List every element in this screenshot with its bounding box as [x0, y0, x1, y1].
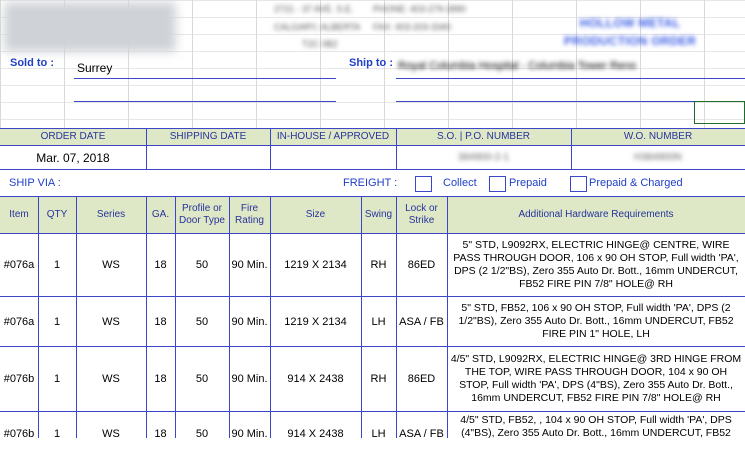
sold-to-value[interactable]: Surrey: [77, 61, 113, 75]
shipping-date-header: SHIPPING DATE: [169, 131, 247, 142]
order-info-header-row: [0, 129, 745, 145]
row-qty[interactable]: 1: [53, 428, 61, 440]
form-title-line-1: HOLLOW METAL: [579, 16, 681, 30]
row-profile[interactable]: 50: [195, 259, 209, 271]
col-size-header: Size: [305, 209, 326, 220]
row-lock[interactable]: ASA / FB: [399, 428, 444, 440]
prepaid-charged-checkbox[interactable]: [570, 176, 587, 192]
row-qty[interactable]: 1: [53, 373, 61, 385]
row-ga[interactable]: 18: [154, 428, 167, 440]
col-fire-rating-header: Fire Rating: [235, 203, 264, 226]
fax-number: FAX: 403-203-3340: [373, 22, 452, 32]
so-po-number-header: S.O. | P.O. NUMBER: [437, 131, 530, 142]
row-item[interactable]: #076b: [3, 373, 35, 385]
row-fire-rating[interactable]: 90 Min.: [231, 259, 268, 271]
wo-number-header: W.O. NUMBER: [623, 131, 693, 142]
row-item[interactable]: #076b: [3, 428, 35, 440]
row-lock[interactable]: 86ED: [407, 373, 436, 385]
ship-to-value[interactable]: Royal Columbia Hospital - Columbia Tower…: [398, 60, 637, 72]
col-lock-header: Lock or Strike: [405, 203, 438, 226]
row-item[interactable]: #076a: [3, 259, 35, 271]
form-title-line-2: PRODUCTION ORDER: [563, 34, 697, 48]
col-series-header: Series: [96, 209, 126, 220]
ship-to-label: Ship to :: [349, 57, 393, 69]
row-profile[interactable]: 50: [195, 315, 209, 328]
row-series[interactable]: WS: [102, 315, 120, 328]
row-item[interactable]: #076a: [3, 315, 35, 328]
row-series[interactable]: WS: [102, 428, 120, 440]
row-swing[interactable]: RH: [370, 373, 387, 385]
wo-number-value[interactable]: H384900N: [634, 152, 682, 163]
items-header-row: [0, 197, 745, 233]
col-swing-header: Swing: [364, 209, 393, 220]
col-hardware-header: Additional Hardware Requirements: [518, 209, 674, 220]
phone-number: PHONE: 403-279-2890: [373, 4, 467, 14]
col-qty-header: QTY: [46, 209, 68, 220]
col-profile-header: Profile or Door Type: [179, 203, 225, 226]
row-hardware[interactable]: 5" STD, FB52, 106 x 90 OH STOP, Full wid…: [458, 302, 734, 340]
row-fire-rating[interactable]: 90 Min.: [231, 373, 268, 385]
sold-to-label: Sold to :: [10, 57, 54, 69]
row-hardware[interactable]: 5" STD, L9092RX, ELECTRIC HINGE@ CENTRE,…: [453, 239, 739, 290]
row-size[interactable]: 1219 X 2134: [284, 259, 347, 271]
prepaid-option-label: Prepaid: [509, 177, 547, 189]
prepaid-charged-option-label: Prepaid & Charged: [589, 177, 683, 189]
order-date-value[interactable]: Mar. 07, 2018: [36, 150, 110, 165]
row-lock[interactable]: ASA / FB: [399, 315, 444, 328]
row-hardware[interactable]: 4/5" STD, L9092RX, ELECTRIC HINGE@ 3RD H…: [450, 353, 742, 404]
row-size[interactable]: 1219 X 2134: [284, 315, 347, 328]
row-hardware[interactable]: 4/5" STD, FB52, , 104 x 90 OH STOP, Full…: [460, 414, 732, 439]
so-po-number-value[interactable]: 384900-2-1: [457, 152, 510, 163]
company-logo: [4, 2, 176, 52]
col-ga-header: GA.: [151, 209, 170, 220]
row-size[interactable]: 914 X 2438: [287, 428, 344, 440]
collect-option-label: Collect: [443, 177, 477, 189]
ship-via-label: SHIP VIA :: [9, 177, 61, 189]
row-ga[interactable]: 18: [154, 315, 167, 328]
address-line-3: T2C 0B2: [302, 39, 338, 49]
address-line-1: 2721 - 37 AVE. S.E.: [274, 4, 354, 14]
freight-label: FREIGHT :: [343, 177, 398, 189]
row-ga[interactable]: 18: [154, 373, 167, 385]
order-date-header: ORDER DATE: [40, 131, 106, 142]
row-swing[interactable]: RH: [370, 259, 387, 271]
row-lock[interactable]: 86ED: [407, 259, 436, 271]
row-swing[interactable]: LH: [371, 315, 386, 328]
row-qty[interactable]: 1: [53, 259, 61, 271]
row-profile[interactable]: 50: [195, 428, 209, 440]
row-qty[interactable]: 1: [53, 315, 61, 328]
in-house-header: IN-HOUSE / APPROVED: [276, 131, 390, 142]
row-size[interactable]: 914 X 2438: [287, 373, 344, 385]
row-fire-rating[interactable]: 90 Min.: [231, 315, 268, 328]
row-series[interactable]: WS: [102, 259, 120, 271]
row-swing[interactable]: LH: [371, 428, 386, 440]
selected-cell[interactable]: [694, 101, 745, 124]
row-fire-rating[interactable]: 90 Min.: [231, 428, 268, 440]
collect-checkbox[interactable]: [415, 176, 432, 192]
prepaid-checkbox[interactable]: [489, 176, 506, 192]
row-ga[interactable]: 18: [154, 259, 167, 271]
in-house-value[interactable]: [270, 146, 396, 169]
col-item-header: Item: [9, 209, 29, 220]
row-series[interactable]: WS: [102, 373, 120, 385]
row-profile[interactable]: 50: [195, 373, 209, 385]
shipping-date-value[interactable]: [146, 146, 270, 169]
address-line-2: CALGARY, ALBERTA: [274, 22, 361, 32]
